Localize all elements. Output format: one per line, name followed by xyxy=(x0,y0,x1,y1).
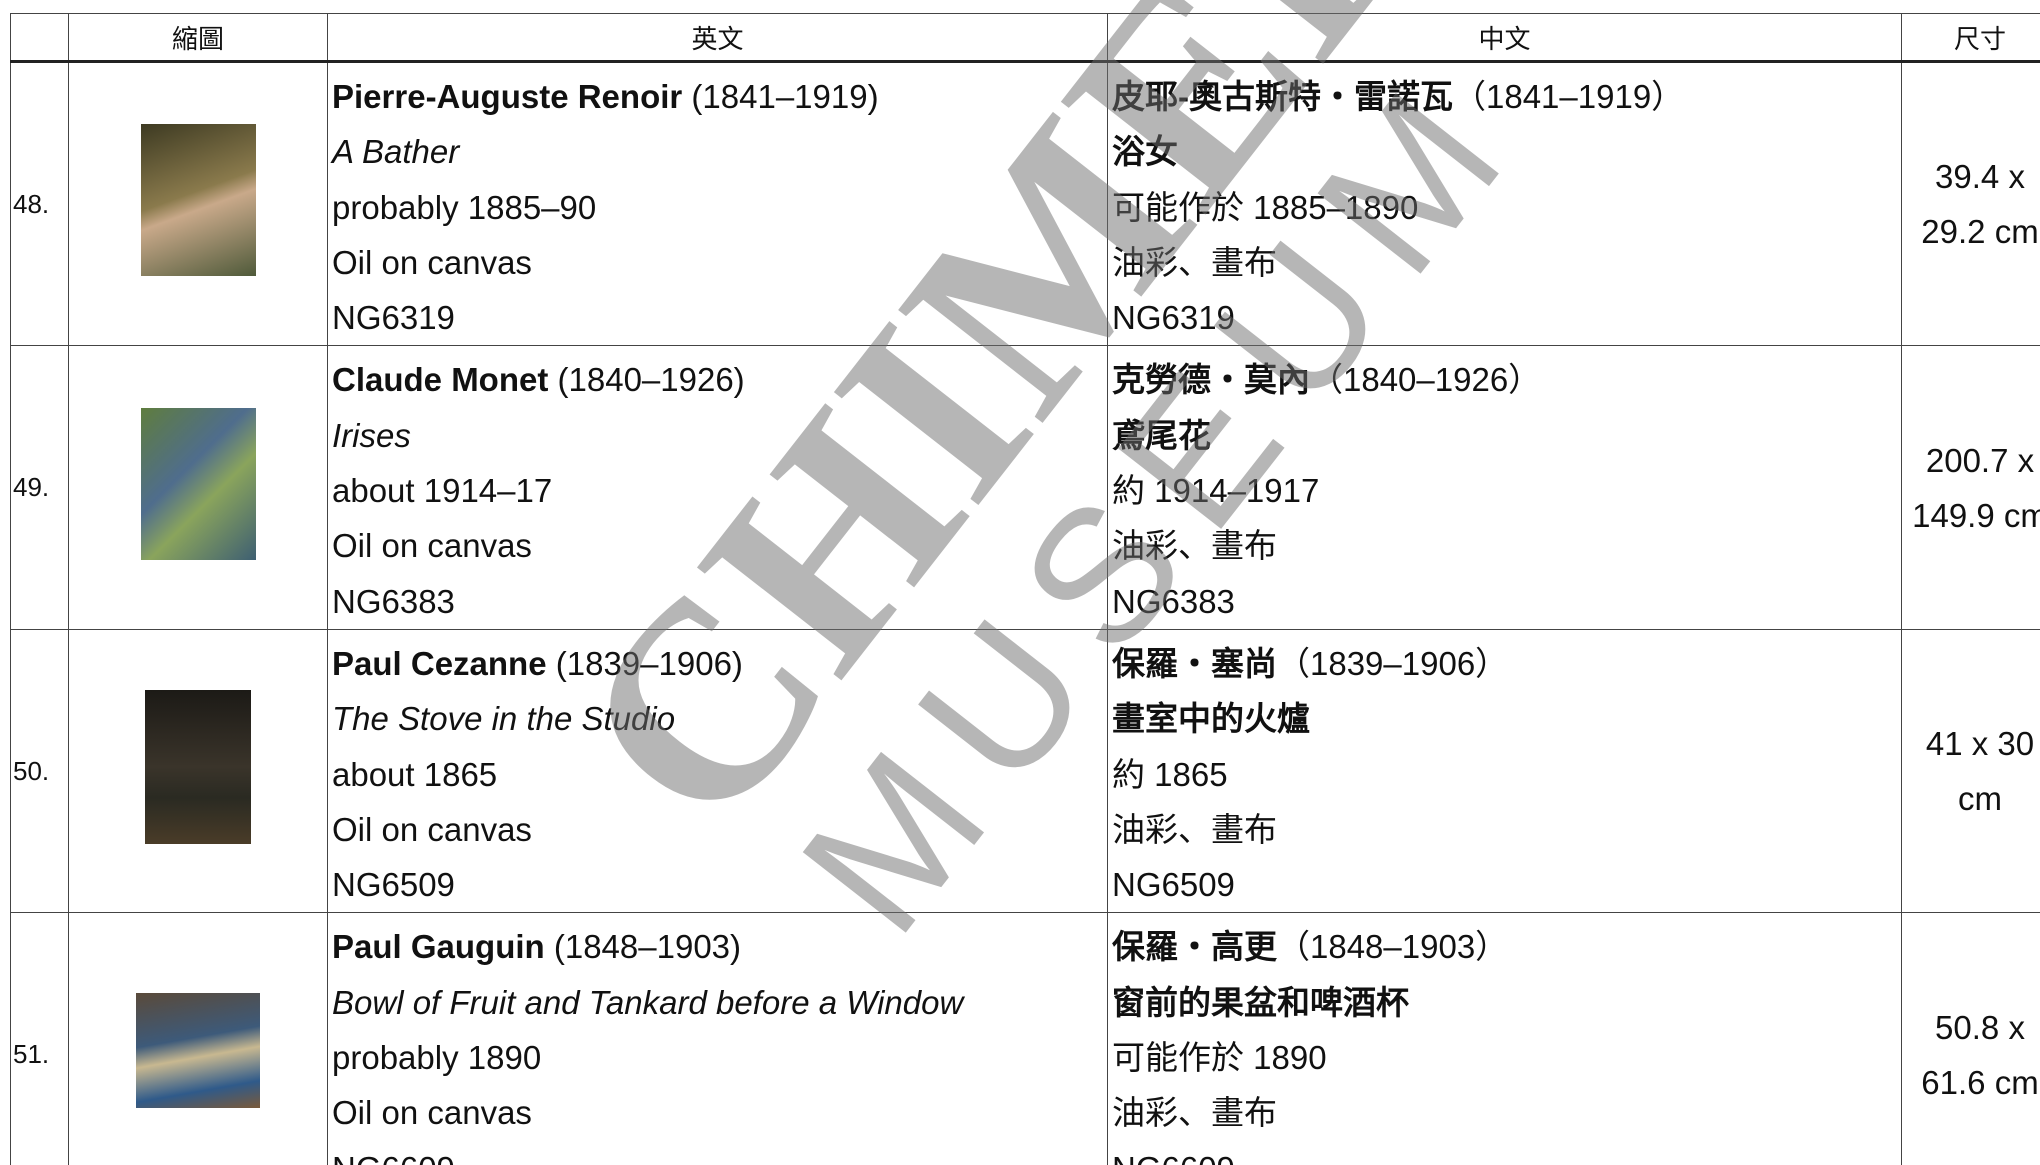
artist-dates: （1841–1919） xyxy=(1453,78,1685,115)
english-cell: Paul Gauguin (1848–1903) Bowl of Fruit an… xyxy=(327,912,1108,1165)
artwork-medium: 油彩、畫布 xyxy=(1112,243,1277,281)
table-row: 50. Paul Cezanne (1839–1906) The Stove in … xyxy=(10,628,2040,914)
artist-dates: （1839–1906） xyxy=(1277,644,1509,682)
table-row: 49. Claude Monet (1840–1926) Irises about 1… xyxy=(10,345,2040,630)
artist-name: Pierre-Auguste Renoir xyxy=(332,78,683,115)
artwork-title: A Bather xyxy=(332,133,460,171)
artwork-medium: Oil on canvas xyxy=(332,1094,532,1132)
artwork-title: Bowl of Fruit and Tankard before a Windo… xyxy=(332,983,964,1021)
artist-dates: (1841–1919) xyxy=(691,78,879,115)
header-cell: 縮圖 xyxy=(68,13,328,63)
artwork-date: about 1865 xyxy=(332,755,498,793)
artist-line: Paul Cezanne (1839–1906) xyxy=(332,636,1103,691)
artist-line: Claude Monet (1840–1926) xyxy=(332,352,1103,407)
artwork-title: 窗前的果盆和啤酒杯 xyxy=(1112,983,1409,1021)
artwork-id: NG6383 xyxy=(332,582,455,620)
artist-line: 克勞德・莫內（1840–1926） xyxy=(1112,352,1897,407)
artwork-medium: Oil on canvas xyxy=(332,527,532,565)
artwork-title: 畫室中的火爐 xyxy=(1112,700,1310,738)
artwork-medium: 油彩、畫布 xyxy=(1112,1094,1277,1132)
row-number: 49. xyxy=(10,345,69,630)
english-cell: Claude Monet (1840–1926) Irises about 1914… xyxy=(327,345,1108,630)
chinese-cell: 克勞德・莫內（1840–1926） 鳶尾花約 1914–1917 油彩、畫布 NG63… xyxy=(1107,345,1902,630)
artist-dates: (1840–1926) xyxy=(557,361,745,399)
artwork-size: 39.4 x 29.2 cm xyxy=(1901,60,2040,347)
artist-dates: (1848–1903) xyxy=(553,928,742,966)
thumbnail xyxy=(140,124,256,277)
artwork-date: probably 1890 xyxy=(332,1039,542,1077)
artwork-date: 約 1914–1917 xyxy=(1112,472,1320,510)
thumbnail xyxy=(136,993,260,1109)
artwork-date: 約 1865 xyxy=(1112,755,1228,793)
header-cell: 中文 xyxy=(1107,13,1902,63)
row-number: 50. xyxy=(10,628,69,914)
chinese-cell: 保羅・塞尚（1839–1906） 畫室中的火爐約 1865 油彩、畫布 NG6509 xyxy=(1107,628,1902,914)
artwork-table: 縮圖 英文 中文 尺寸 48. Pierre-Auguste Renoir (18… xyxy=(10,13,2040,1165)
thumbnail-cell xyxy=(68,60,328,347)
artwork-title: The Stove in the Studio xyxy=(332,700,676,738)
header-cell: 英文 xyxy=(327,13,1108,63)
artwork-medium: 油彩、畫布 xyxy=(1112,527,1277,565)
artwork-date: 可能作於 1890 xyxy=(1112,1039,1327,1077)
english-cell: Paul Cezanne (1839–1906) The Stove in the… xyxy=(327,628,1108,914)
artwork-id: NG6383 xyxy=(1112,582,1235,620)
header-cell: 尺寸 xyxy=(1901,13,2040,63)
artist-name: 克勞德・莫內 xyxy=(1112,361,1310,399)
thumbnail-cell xyxy=(68,345,328,630)
artwork-size: 50.8 x 61.6 cm xyxy=(1901,912,2040,1165)
artist-dates: （1840–1926） xyxy=(1310,361,1542,399)
artwork-id: NG6609 xyxy=(332,1141,1103,1165)
artwork-date: probably 1885–90 xyxy=(332,188,597,226)
artwork-id: NG6509 xyxy=(332,866,455,904)
artwork-title: 鳶尾花 xyxy=(1112,416,1211,454)
artist-line: Paul Gauguin (1848–1903) xyxy=(332,919,1103,974)
artist-line: 保羅・塞尚（1839–1906） xyxy=(1112,636,1897,691)
artwork-title: 浴女 xyxy=(1112,133,1178,171)
artist-line: 保羅・高更（1848–1903） xyxy=(1112,919,1897,974)
artist-dates: （1848–1903） xyxy=(1277,928,1509,966)
thumbnail-cell xyxy=(68,628,328,914)
artwork-medium: Oil on canvas xyxy=(332,243,532,281)
artist-name: 皮耶-奧古斯特・雷諾瓦 xyxy=(1112,78,1453,115)
artist-line: 皮耶-奧古斯特・雷諾瓦（1841–1919） xyxy=(1112,69,1897,124)
thumbnail xyxy=(145,690,251,845)
artwork-medium: Oil on canvas xyxy=(332,810,532,848)
table-row: 48. Pierre-Auguste Renoir (1841–1919) A Ba… xyxy=(10,60,2040,347)
artwork-id: NG6319 xyxy=(1112,299,1235,337)
artwork-medium: 油彩、畫布 xyxy=(1112,810,1277,848)
artist-line: Pierre-Auguste Renoir (1841–1919) xyxy=(332,69,1103,124)
artist-name: Claude Monet xyxy=(332,361,549,399)
thumbnail-cell xyxy=(68,912,328,1165)
artist-name: 保羅・高更 xyxy=(1112,928,1277,966)
header-cell xyxy=(10,13,69,63)
artwork-size: 41 x 30 cm xyxy=(1901,628,2040,914)
artwork-id: NG6609 xyxy=(1112,1141,1897,1165)
table-row: 51. Paul Gauguin (1848–1903) Bowl of Fruit… xyxy=(10,912,2040,1165)
thumbnail xyxy=(140,407,256,560)
artist-name: 保羅・塞尚 xyxy=(1112,644,1277,682)
artist-name: Paul Gauguin xyxy=(332,928,545,966)
artist-name: Paul Cezanne xyxy=(332,644,547,682)
artist-dates: (1839–1906) xyxy=(555,644,743,682)
artwork-size: 200.7 x 149.9 cm xyxy=(1901,345,2040,630)
chinese-cell: 皮耶-奧古斯特・雷諾瓦（1841–1919） 浴女可能作於 1885–1890 油彩… xyxy=(1107,60,1902,347)
artwork-id: NG6319 xyxy=(332,299,455,337)
row-number: 51. xyxy=(10,912,69,1165)
artwork-title: Irises xyxy=(332,416,411,454)
artwork-date: 可能作於 1885–1890 xyxy=(1112,188,1419,226)
artwork-date: about 1914–17 xyxy=(332,472,553,510)
english-cell: Pierre-Auguste Renoir (1841–1919) A Bathe… xyxy=(327,60,1108,347)
header-row: 縮圖 英文 中文 尺寸 xyxy=(10,13,2040,63)
row-number: 48. xyxy=(10,60,69,347)
artwork-id: NG6509 xyxy=(1112,866,1235,904)
